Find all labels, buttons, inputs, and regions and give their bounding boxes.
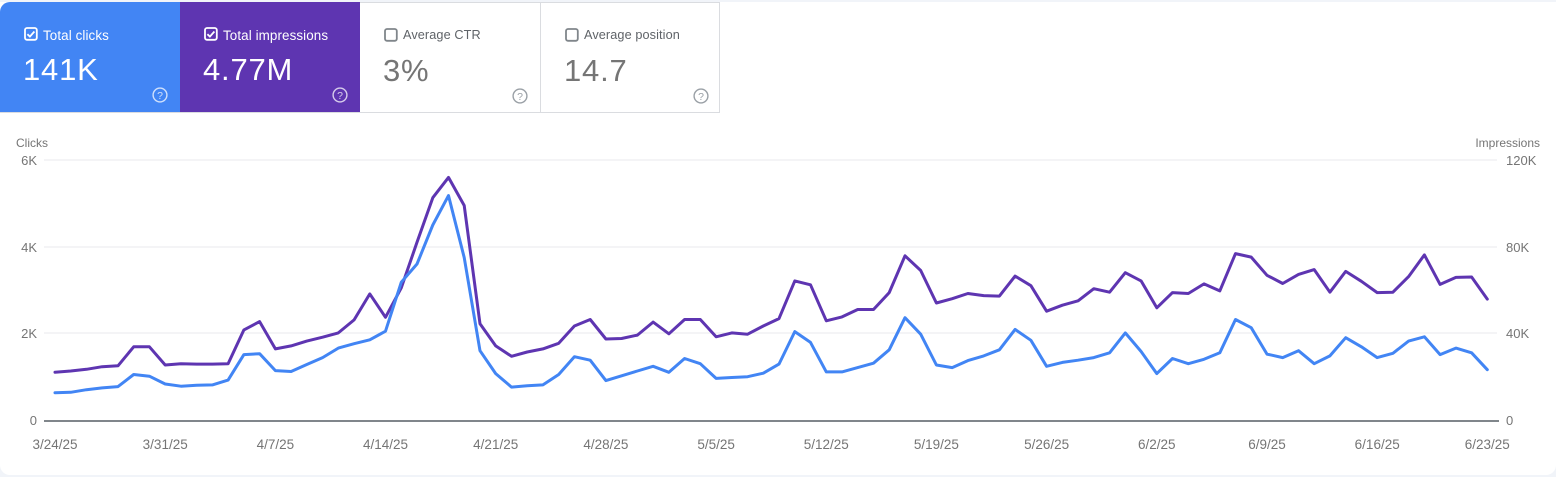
svg-text:4/7/25: 4/7/25 (257, 437, 295, 452)
svg-text:5/5/25: 5/5/25 (697, 437, 735, 452)
svg-text:6/23/25: 6/23/25 (1465, 437, 1510, 452)
svg-text:80K: 80K (1506, 240, 1529, 255)
svg-text:3/24/25: 3/24/25 (32, 437, 77, 452)
svg-text:?: ? (337, 89, 343, 101)
svg-text:?: ? (157, 89, 163, 101)
svg-text:120K: 120K (1506, 153, 1537, 168)
svg-text:5/19/25: 5/19/25 (914, 437, 959, 452)
svg-text:6/16/25: 6/16/25 (1355, 437, 1400, 452)
svg-text:?: ? (517, 90, 523, 102)
svg-text:0: 0 (1506, 413, 1513, 428)
svg-text:2K: 2K (21, 326, 37, 341)
svg-text:40K: 40K (1506, 326, 1529, 341)
svg-text:3/31/25: 3/31/25 (143, 437, 188, 452)
svg-text:Clicks: Clicks (16, 136, 48, 150)
svg-text:0: 0 (30, 413, 37, 428)
svg-text:5/26/25: 5/26/25 (1024, 437, 1069, 452)
svg-text:4/14/25: 4/14/25 (363, 437, 408, 452)
svg-text:6/9/25: 6/9/25 (1248, 437, 1286, 452)
svg-text:?: ? (698, 90, 704, 102)
svg-text:6K: 6K (21, 153, 37, 168)
svg-text:4K: 4K (21, 240, 37, 255)
svg-text:4/21/25: 4/21/25 (473, 437, 518, 452)
svg-text:4/28/25: 4/28/25 (583, 437, 628, 452)
svg-text:6/2/25: 6/2/25 (1138, 437, 1176, 452)
svg-text:5/12/25: 5/12/25 (804, 437, 849, 452)
svg-text:Impressions: Impressions (1475, 136, 1540, 150)
